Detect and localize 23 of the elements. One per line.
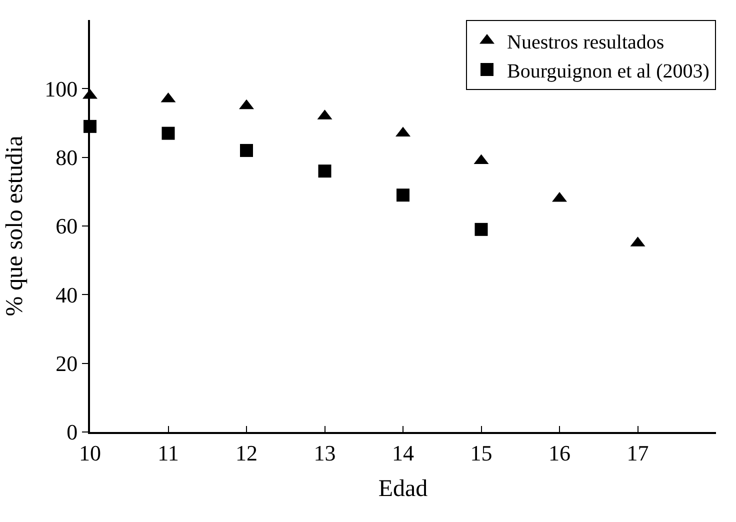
legend-label: Nuestros resultados <box>507 31 664 54</box>
point <box>240 144 253 157</box>
point <box>396 188 410 202</box>
point <box>318 164 332 178</box>
x-tick-label: 13 <box>314 440 336 466</box>
x-tick-label: 14 <box>392 440 414 466</box>
y-axis-title: % que solo estudia <box>2 135 28 316</box>
y-tick-label: 80 <box>56 145 78 170</box>
x-tick-label: 15 <box>470 440 492 466</box>
point <box>474 222 488 236</box>
x-tick-label: 16 <box>548 440 570 466</box>
x-axis-title: Edad <box>378 476 428 502</box>
x-tick-label: 10 <box>79 440 101 466</box>
x-tick-label: 12 <box>236 440 258 466</box>
y-tick-label: 60 <box>56 214 78 239</box>
y-tick-label: 100 <box>44 76 78 102</box>
y-tick-label: 20 <box>56 351 78 376</box>
y-tick-label: 40 <box>56 282 78 308</box>
y-tick-label: 0 <box>66 420 78 445</box>
x-tick-label: 17 <box>626 440 649 466</box>
legend-label: Bourguignon et al (2003) <box>507 60 710 82</box>
point <box>162 126 175 140</box>
x-tick-label: 11 <box>158 440 179 466</box>
